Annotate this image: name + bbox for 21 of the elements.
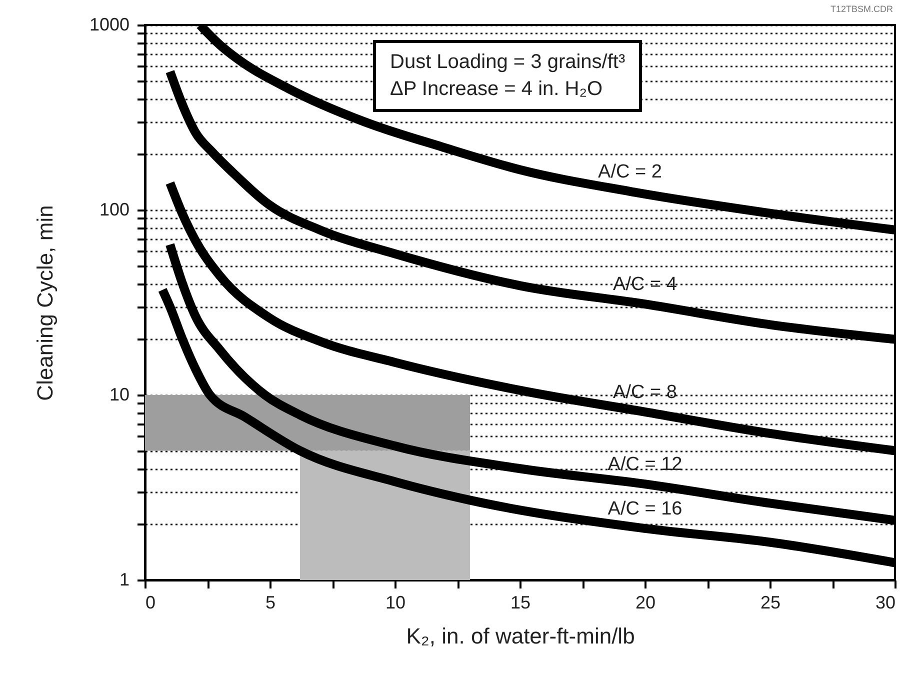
text: T12TBSM.CDR bbox=[830, 4, 893, 14]
x-tick-label: 5 bbox=[265, 592, 276, 612]
x-tick-label: 30 bbox=[875, 592, 896, 612]
x-tick-label: 15 bbox=[510, 592, 531, 612]
y-tick-label: 100 bbox=[99, 200, 130, 220]
x-tick-label: 0 bbox=[146, 592, 156, 612]
series-label: A/C = 8 bbox=[613, 382, 677, 403]
y-tick-label: 10 bbox=[109, 384, 130, 404]
x-tick-label: 25 bbox=[760, 592, 781, 612]
series-label: A/C = 16 bbox=[608, 498, 682, 520]
x-tick-label: 20 bbox=[635, 592, 656, 612]
annotation: ΔP Increase = 4 in. H₂O bbox=[390, 77, 604, 102]
series-label: A/C = 4 bbox=[613, 274, 678, 296]
x-axis-title: K₂, in. of water-ft-min/lb bbox=[406, 624, 635, 648]
y-axis-title: Cleaning Cycle, min bbox=[32, 205, 58, 401]
y-tick-label: 1 bbox=[119, 570, 130, 590]
y-tick-label: 1000 bbox=[89, 14, 130, 34]
x-tick-label: 10 bbox=[385, 592, 406, 612]
annotation: Dust Loading = 3 grains/ft³ bbox=[390, 50, 626, 75]
series-label: A/C = 12 bbox=[608, 454, 682, 476]
series-label: A/C = 2 bbox=[598, 161, 662, 182]
